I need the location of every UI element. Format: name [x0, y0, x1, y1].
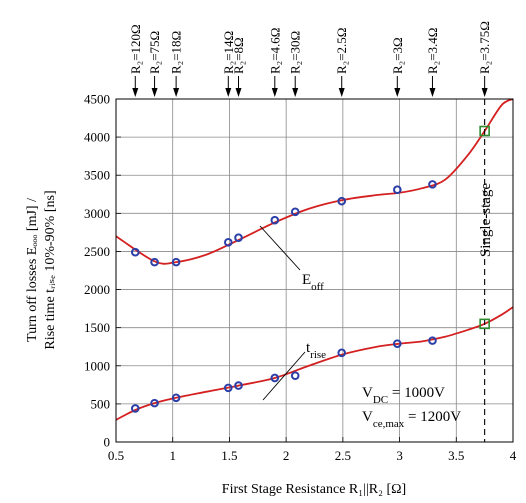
y-tick-label: 2000 [84, 282, 110, 297]
trise-label-sub: rise [310, 349, 326, 361]
vce-condition: Vce,max = 1200V [362, 409, 461, 430]
trise-data-point [290, 371, 300, 380]
eoff-data-point [428, 180, 437, 189]
x-tick-label: 2.5 [335, 448, 351, 463]
trise-label: trise [306, 340, 326, 361]
r2-arrow-head [151, 88, 158, 97]
trise-data-point [393, 339, 402, 348]
eoff-fit-curve [115, 98, 514, 265]
y-tick-label: 0 [104, 435, 111, 450]
x-tick-label: 4 [510, 448, 517, 463]
y-tick-label: 4500 [84, 92, 110, 107]
trise-data-point [270, 373, 280, 383]
plot-frame [115, 98, 514, 443]
eoff-data-point [337, 196, 347, 206]
r2-arrow-head [481, 88, 488, 97]
eoff-data-point [290, 207, 300, 217]
trise-data-point [171, 393, 181, 403]
r2-arrow-head [292, 88, 299, 97]
eoff-data-point [270, 215, 280, 225]
r2-label: R₂=14Ω [221, 31, 236, 74]
y-tick-label: 1500 [84, 320, 110, 335]
r2-label: R₂=3.75Ω [477, 21, 492, 74]
x-tick-label: 2 [283, 448, 290, 463]
r2-label: R₂=75Ω [147, 31, 162, 74]
trise-label-main: t [306, 340, 311, 356]
eoff-data-point [223, 237, 233, 247]
r2-arrow-head [271, 88, 278, 97]
vdc-sub: DC [373, 394, 388, 406]
single-stage-data-point [479, 125, 490, 137]
single-stage-data-point [479, 318, 490, 330]
x-tick-label: 0.5 [108, 448, 124, 463]
fit-curves [115, 98, 514, 421]
r2-arrow-head [338, 88, 345, 97]
r2-label: R₂=18Ω [169, 31, 184, 74]
y-tick-label: 3000 [84, 206, 110, 221]
eoff-label-main: E [302, 272, 311, 288]
trise-data-point [150, 398, 159, 408]
x-tick-label: 1 [169, 448, 176, 463]
eoff-data-point [171, 257, 181, 267]
x-axis-label: First Stage Resistance R₁||R₂ [Ω] [222, 482, 406, 497]
r2-arrow-head [394, 88, 401, 97]
vce-sub: ce,max [373, 418, 405, 430]
r2-label: R₂=3Ω [390, 37, 405, 74]
vce-value: = 1200V [404, 409, 461, 425]
r2-label: R₂=2.5Ω [334, 28, 349, 74]
vce-main: V [362, 409, 373, 425]
r2-arrow-head [225, 88, 232, 97]
y-tick-label: 4000 [84, 130, 110, 145]
y-axis-label-line2: Rise time tᵣᵢₛₑ 10%-90% [ns] [43, 190, 58, 349]
y-tick-label: 1000 [84, 358, 110, 373]
trise-data-point [223, 383, 233, 393]
trise-leader-line [262, 351, 306, 401]
r2-label: R₂=3.4Ω [425, 28, 440, 74]
eoff-leader-line [259, 225, 301, 271]
eoff-data-point [150, 257, 159, 267]
eoff-data-point [130, 247, 140, 257]
y-tick-label: 500 [91, 396, 111, 411]
r2-arrow-head [429, 88, 436, 97]
eoff-data-point [234, 233, 243, 243]
trise-fit-curve [115, 306, 514, 421]
y-tick-label: 2500 [84, 244, 110, 259]
vdc-value: = 1000V [388, 385, 445, 401]
single-stage-label: Single-stage [478, 183, 494, 257]
r2-label: R₂=8Ω [231, 37, 246, 74]
x-tick-label: 3 [396, 448, 403, 463]
trise-data-point [337, 348, 347, 358]
trise-data-point [130, 404, 140, 413]
vdc-condition: VDC = 1000V [362, 385, 445, 406]
trise-data-point [428, 336, 437, 345]
r2-arrow-head [173, 88, 180, 97]
y-tick-label: 3500 [84, 168, 110, 183]
annotations: Eoff trise Single-stage VDC = 1000V Vce,… [25, 183, 494, 497]
r2-arrow-head [235, 88, 242, 97]
eoff-label: Eoff [302, 272, 324, 293]
x-tick-label: 1.5 [221, 448, 237, 463]
eoff-data-point [393, 185, 402, 195]
eoff-label-sub: off [311, 281, 324, 293]
data-markers [130, 125, 490, 413]
vdc-main: V [362, 385, 373, 401]
r2-label: R₂=120Ω [128, 24, 143, 74]
trise-data-point [234, 381, 243, 390]
r2-arrow-head [132, 88, 139, 97]
grid-lines [115, 98, 514, 443]
r2-label: R₂=30Ω [288, 31, 303, 74]
x-tick-label: 3.5 [448, 448, 464, 463]
y-axis-label-line1: Turn off losses Eₒₒₒ [mJ] / [25, 198, 40, 342]
tick-labels: 0.5 1 1.5 2 2.5 3 3.5 4 0 500 1000 1500 2000 2500 3000… [84, 92, 517, 464]
r2-label: R₂=4.6Ω [267, 28, 282, 74]
